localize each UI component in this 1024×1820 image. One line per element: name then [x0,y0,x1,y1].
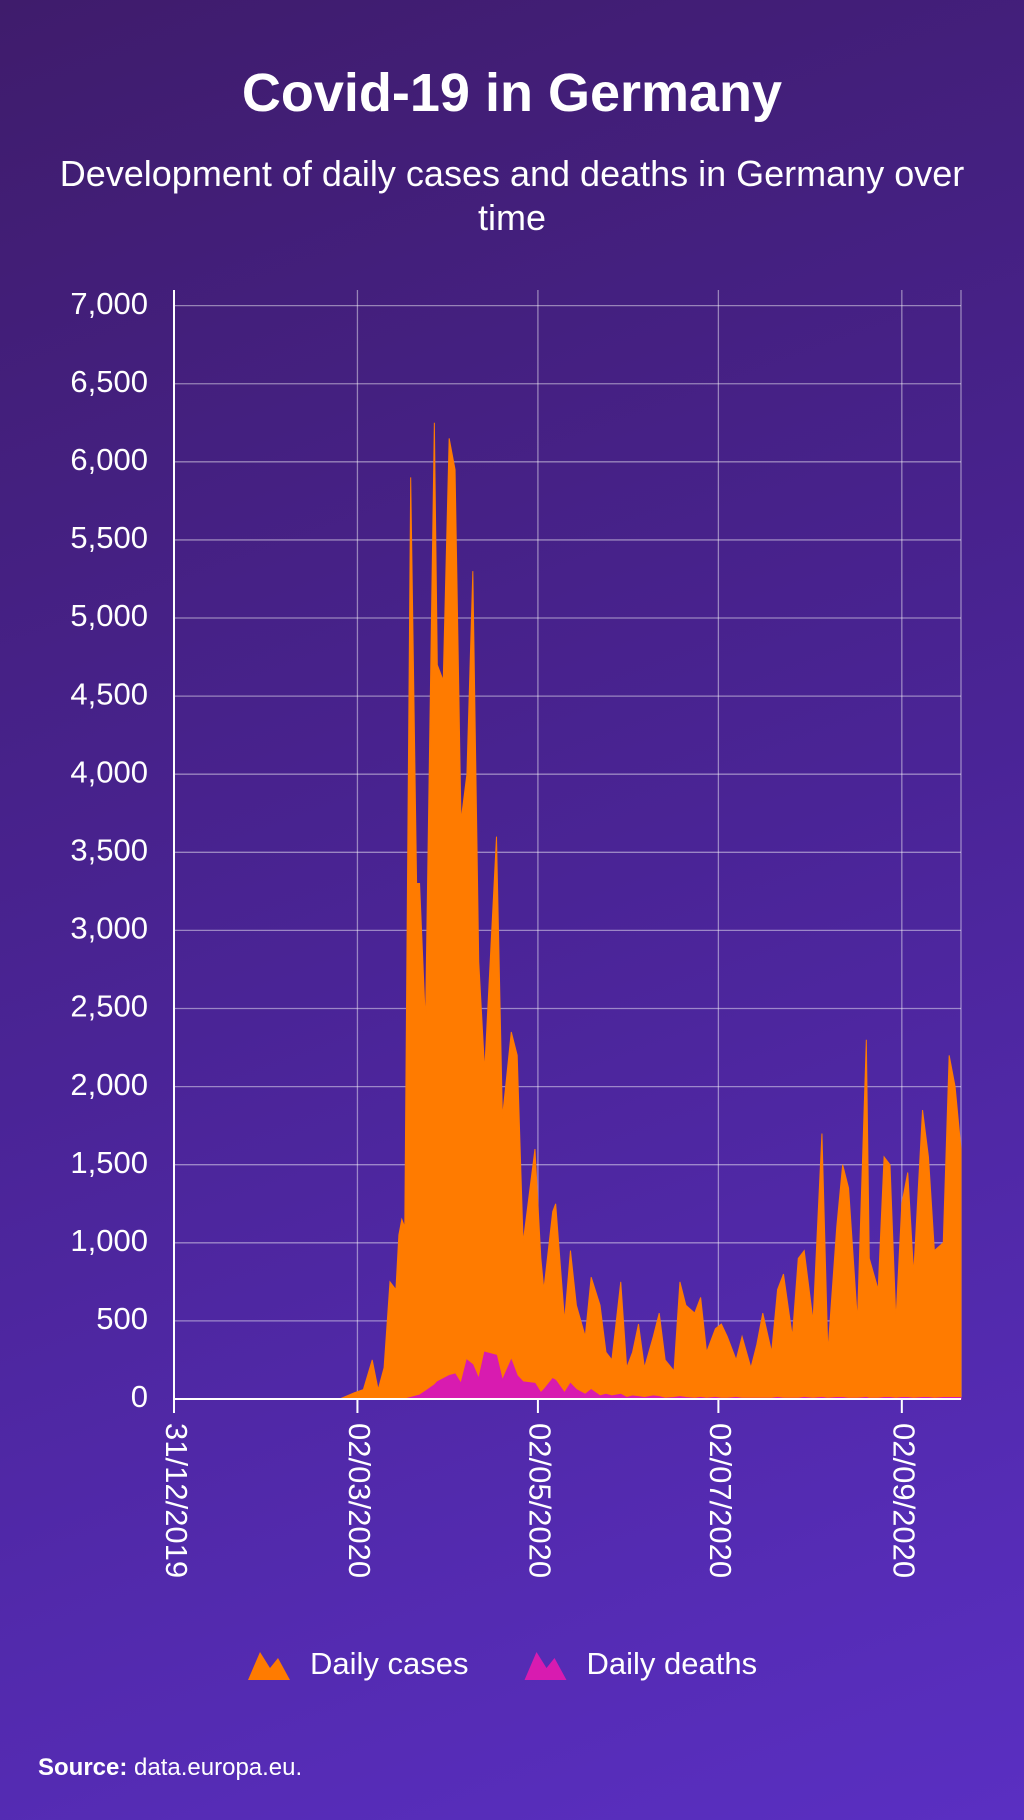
y-tick-label: 7,000 [70,286,148,321]
chart-subtitle: Development of daily cases and deaths in… [59,153,965,238]
x-tick-label: 02/07/2020 [703,1423,738,1578]
source-text: data.europa.eu. [134,1754,303,1781]
y-tick-label: 3,500 [70,832,148,867]
legend-icon [524,1652,567,1680]
y-tick-label: 6,000 [70,442,148,477]
y-tick-label: 3,000 [70,911,148,946]
y-tick-label: 2,500 [70,989,148,1024]
area [174,422,962,1400]
legend-label: Daily cases [310,1646,469,1681]
y-tick-label: 0 [131,1379,148,1414]
x-tick-label: 02/03/2020 [342,1423,377,1578]
source: Source: data.europa.eu. [38,1754,302,1782]
y-tick-label: 1,000 [70,1223,148,1258]
y-tick-label: 4,500 [70,676,148,711]
legend-icon [248,1652,290,1680]
x-tick-label: 02/05/2020 [523,1423,558,1578]
y-tick-label: 4,000 [70,754,148,789]
y-tick-label: 2,000 [70,1067,148,1102]
x-tick-label: 02/09/2020 [887,1423,922,1578]
legend-label: Daily deaths [587,1646,758,1681]
y-tick-label: 6,500 [70,364,148,399]
y-tick-label: 5,500 [70,520,148,555]
legend: Daily cases Daily deaths [248,1646,757,1681]
chart-title: Covid-19 in Germany [241,63,783,123]
y-tick-label: 500 [96,1301,148,1336]
source-label: Source: [38,1754,128,1781]
chart: 0 500 1,000 1,500 2,000 2,500 3,000 3,500 4,000 4… [70,286,962,1681]
y-tick-label: 5,000 [70,598,148,633]
x-tick-label: 31/12/2019 [159,1423,194,1578]
y-tick-label: 1,500 [70,1145,148,1180]
